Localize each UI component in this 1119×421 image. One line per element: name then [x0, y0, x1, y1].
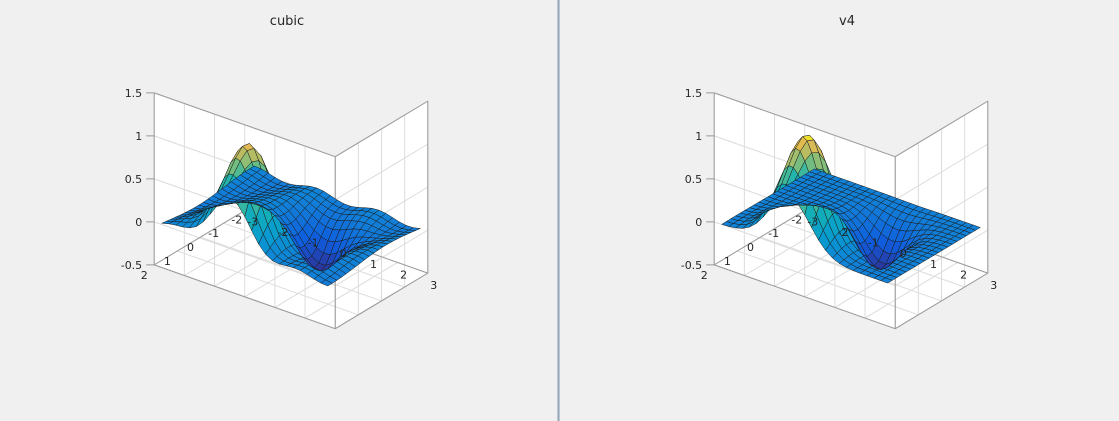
x-tick-label: 3 — [430, 279, 437, 292]
axis-edge — [334, 272, 429, 330]
panel-divider — [557, 0, 560, 421]
x-tick-label: -2 — [277, 226, 288, 239]
z-tick-label: 1 — [135, 130, 142, 143]
axis-edge — [154, 92, 336, 158]
x-tick-label: -1 — [308, 237, 319, 250]
z-tick-label: 1.5 — [125, 87, 143, 100]
surface-patch — [809, 168, 822, 175]
chart-title: cubic — [270, 14, 304, 29]
axis-edge — [153, 208, 248, 266]
x-tick-label: 3 — [990, 279, 997, 292]
y-tick-label: -1 — [768, 227, 779, 240]
y-tick-label: 1 — [724, 255, 731, 268]
z-tick-label: 0.5 — [125, 173, 143, 186]
surface-patch — [249, 165, 262, 173]
z-tick-label: -0.5 — [121, 259, 142, 272]
x-tick-label: 2 — [400, 268, 407, 281]
axis-edge — [894, 100, 989, 158]
chart-cubic: cubic -0.5 0 0.5 1 1.5 -3 -2 -1 0 1 2 3 -2 -1 0 1 2 — [121, 14, 438, 330]
axis-edge — [713, 208, 808, 266]
axis-edge — [894, 272, 989, 330]
axis-edge — [714, 264, 896, 330]
y-tick-label: 2 — [701, 269, 708, 282]
axis-edge — [714, 92, 896, 158]
tick-labels: -0.5 0 0.5 1 1.5 -3 -2 -1 0 1 2 3 -2 -1 0 1 2 — [681, 87, 998, 292]
z-tick-label: 0.5 — [685, 173, 703, 186]
x-tick-label: 0 — [340, 247, 347, 260]
z-tick-label: 0 — [695, 216, 702, 229]
x-tick-label: 1 — [370, 258, 377, 271]
surface-mesh — [721, 134, 981, 284]
x-tick-label: -2 — [837, 226, 848, 239]
subplot-v4: v4 -0.5 0 0.5 1 1.5 -3 -2 -1 0 1 2 3 -2 -1 0 1 2 — [560, 0, 1117, 421]
surface-mesh — [161, 143, 422, 287]
x-tick-label: -1 — [868, 237, 879, 250]
x-tick-label: 0 — [900, 247, 907, 260]
x-tick-label: 2 — [960, 268, 967, 281]
chart-title: v4 — [839, 14, 855, 29]
y-tick-label: 2 — [141, 269, 148, 282]
z-tick-label: -0.5 — [681, 259, 702, 272]
subplot-cubic: cubic -0.5 0 0.5 1 1.5 -3 -2 -1 0 1 2 3 -2 -1 0 1 2 — [0, 0, 557, 421]
y-tick-label: -2 — [231, 213, 242, 226]
x-tick-label: 1 — [930, 258, 937, 271]
y-tick-label: -2 — [791, 213, 802, 226]
y-tick-label: 1 — [164, 255, 171, 268]
x-tick-label: -3 — [247, 215, 258, 228]
y-tick-label: -1 — [208, 227, 219, 240]
tick-labels: -0.5 0 0.5 1 1.5 -3 -2 -1 0 1 2 3 -2 -1 0 1 2 — [121, 87, 438, 292]
z-tick-label: 0 — [135, 216, 142, 229]
x-tick-label: -3 — [807, 215, 818, 228]
z-tick-label: 1 — [695, 130, 702, 143]
axis-edge — [154, 264, 336, 330]
chart-v4: v4 -0.5 0 0.5 1 1.5 -3 -2 -1 0 1 2 3 -2 -1 0 1 2 — [681, 14, 998, 330]
y-tick-label: 0 — [747, 241, 754, 254]
z-tick-label: 1.5 — [685, 87, 703, 100]
axis-edge — [334, 100, 429, 158]
y-tick-label: 0 — [187, 241, 194, 254]
